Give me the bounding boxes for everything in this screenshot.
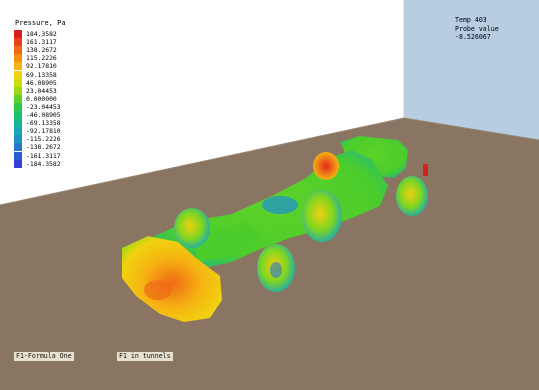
front-left-wheel-hub: [270, 262, 282, 278]
legend-entry: -184.3582: [14, 159, 134, 168]
legend-swatch: [14, 54, 22, 63]
legend-entry: 46.08905: [14, 78, 134, 87]
legend-value: -115.2226: [26, 135, 61, 144]
legend-value: -92.17810: [26, 127, 61, 136]
legend-swatch: [14, 62, 22, 71]
air-intake-hotspot: [313, 152, 339, 180]
legend-value: 161.3117: [26, 38, 57, 47]
legend-value: 69.13358: [26, 70, 57, 79]
legend-entry: -46.08905: [14, 111, 134, 119]
legend-swatch: [14, 159, 22, 168]
legend-swatch: [14, 86, 22, 95]
f1-car-model[interactable]: [122, 136, 428, 322]
legend-entry: -92.17810: [14, 127, 134, 136]
legend-entry: 69.13358: [14, 70, 134, 79]
rear-left-wheel: [302, 190, 342, 242]
legend-swatch: [14, 46, 22, 55]
legend-entry: -69.13358: [14, 119, 134, 128]
right-wall: [404, 0, 539, 140]
probe-temp: Temp 403: [455, 16, 487, 24]
legend-value: 23.04453: [26, 86, 57, 95]
probe-value: -8.526067: [455, 33, 491, 41]
legend-entry: 184.3582: [14, 30, 134, 38]
front-wing-hotspot: [144, 280, 172, 300]
legend-entry: 0.000000: [14, 94, 134, 103]
front-right-wheel: [174, 208, 210, 248]
legend-value: -46.08905: [26, 111, 61, 119]
legend-value: -69.13358: [26, 119, 61, 128]
legend-swatch: [14, 151, 22, 160]
legend-value: -184.3582: [26, 159, 61, 168]
car-nose: [196, 222, 262, 262]
legend-entry: -115.2226: [14, 135, 134, 144]
legend-swatch: [14, 30, 22, 38]
legend-swatch: [14, 119, 22, 128]
floor-edge-left: [0, 117, 405, 206]
legend-entry: 92.17810: [14, 62, 134, 71]
legend-entry: -138.2672: [14, 143, 134, 152]
back-wall: [0, 0, 404, 205]
legend-swatch: [14, 102, 22, 111]
legend-entry: -161.3117: [14, 151, 134, 160]
legend-swatch: [14, 143, 22, 152]
legend-value: 138.2672: [26, 46, 57, 55]
cockpit: [262, 196, 298, 214]
probe-info: Temp 403 Probe value -8.526067: [455, 16, 499, 42]
legend-value: 184.3582: [26, 30, 57, 38]
legend-swatch: [14, 135, 22, 144]
legend-value: 115.2226: [26, 54, 57, 63]
legend-entry: 115.2226: [14, 54, 134, 63]
legend-entry: 138.2672: [14, 46, 134, 55]
caption-left[interactable]: F1-Formula One: [14, 352, 74, 361]
floor-edge-right: [403, 117, 539, 141]
legend-swatch: [14, 111, 22, 119]
probe-label: Probe value: [455, 24, 499, 33]
legend-value: 92.17810: [26, 62, 57, 71]
legend-swatch: [14, 94, 22, 103]
legend-entry: 161.3117: [14, 38, 134, 47]
caption-right[interactable]: F1 in tunnels: [117, 352, 173, 361]
legend-value: -138.2672: [26, 143, 61, 152]
rear-right-wheel: [396, 176, 428, 216]
legend-value: 46.08905: [26, 78, 57, 87]
legend-value: -23.04453: [26, 102, 61, 111]
legend-entry: 23.04453: [14, 86, 134, 95]
probe-marker[interactable]: [423, 164, 428, 176]
legend-swatch: [14, 70, 22, 79]
legend-swatch: [14, 78, 22, 87]
legend-swatch: [14, 127, 22, 136]
legend-title: Pressure, Pa: [15, 19, 66, 27]
legend-value: -161.3117: [26, 151, 61, 160]
legend-swatch: [14, 38, 22, 47]
legend-value: 0.000000: [26, 94, 57, 103]
legend-entry: -23.04453: [14, 102, 134, 111]
front-wing: [122, 236, 222, 322]
